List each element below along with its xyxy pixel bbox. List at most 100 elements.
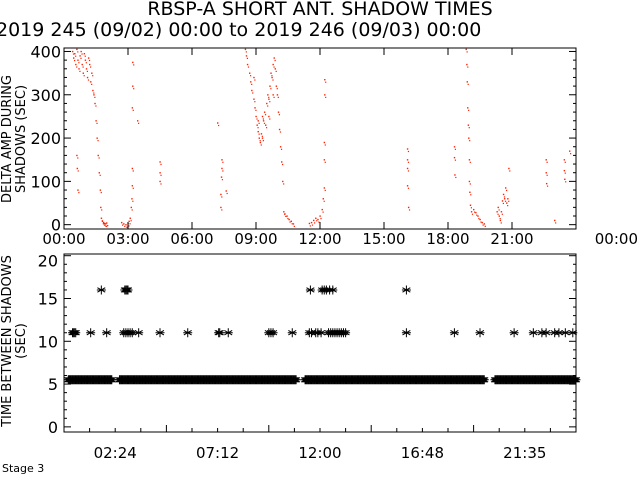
data-point	[246, 63, 249, 66]
data-point	[222, 170, 224, 172]
data-point	[406, 159, 409, 161]
asterisk-marker	[96, 285, 106, 295]
data-point	[474, 211, 476, 213]
data-point	[88, 59, 91, 62]
data-point	[257, 130, 259, 133]
x-tick-label: 12:00	[298, 444, 341, 462]
data-point	[293, 225, 295, 228]
data-point	[317, 218, 319, 221]
asterisk-marker	[134, 328, 144, 338]
data-point	[322, 198, 324, 200]
data-point	[500, 211, 503, 213]
data-point	[323, 141, 326, 144]
y-tick-label: 5	[48, 375, 58, 394]
y-tick-label: 400	[30, 42, 61, 61]
data-point	[407, 187, 410, 189]
data-point	[268, 98, 270, 100]
data-point	[288, 218, 290, 221]
asterisk-marker	[560, 328, 570, 338]
data-point	[477, 215, 479, 217]
data-point	[221, 167, 223, 170]
data-point	[106, 225, 108, 228]
data-point	[253, 76, 255, 79]
data-point	[77, 59, 79, 61]
data-point	[160, 183, 162, 185]
data-point	[498, 209, 500, 211]
plot-frame	[63, 253, 577, 433]
data-point	[468, 180, 471, 183]
data-point	[466, 81, 468, 83]
y-tick-label: 100	[30, 172, 61, 191]
data-point	[563, 169, 566, 172]
data-point	[100, 192, 102, 194]
data-point	[247, 66, 250, 68]
data-point	[476, 214, 478, 216]
asterisk-marker	[102, 328, 112, 338]
data-point	[290, 220, 292, 223]
data-point	[101, 209, 103, 211]
data-point	[262, 120, 265, 122]
data-point	[260, 133, 263, 135]
data-point	[261, 137, 264, 139]
data-point	[245, 51, 247, 53]
data-point	[276, 94, 279, 96]
data-point	[81, 63, 83, 66]
data-point	[77, 189, 79, 191]
data-point	[99, 174, 101, 176]
data-point	[283, 211, 285, 213]
data-point	[316, 220, 318, 222]
data-point	[257, 127, 259, 129]
asterisk-marker	[86, 328, 96, 338]
data-point	[130, 220, 132, 222]
data-point	[101, 220, 104, 223]
data-point	[76, 167, 79, 170]
data-point	[97, 140, 99, 142]
data-point	[324, 79, 326, 81]
data-point	[503, 198, 506, 200]
data-point	[78, 68, 80, 70]
data-point	[74, 53, 76, 55]
data-point	[221, 196, 223, 198]
data-point	[292, 223, 295, 225]
asterisk-marker	[541, 328, 551, 338]
x-tick-label: 03:00	[106, 230, 149, 248]
data-point	[80, 57, 82, 59]
data-point	[263, 111, 266, 113]
data-point	[122, 224, 124, 226]
data-point	[275, 70, 277, 72]
data-point	[555, 222, 557, 224]
data-point	[159, 180, 161, 183]
data-point	[261, 115, 264, 118]
data-point	[90, 81, 92, 83]
data-point	[256, 124, 258, 126]
data-point	[475, 211, 477, 214]
data-point	[220, 193, 222, 196]
data-point	[470, 211, 473, 213]
data-point	[137, 120, 139, 122]
data-point	[318, 221, 320, 223]
data-point	[131, 167, 134, 170]
data-point	[324, 94, 326, 96]
data-point	[545, 159, 547, 161]
data-point	[323, 200, 325, 202]
data-point	[271, 75, 273, 77]
data-point	[263, 122, 266, 124]
asterisk-marker	[479, 375, 489, 385]
data-point	[221, 209, 223, 211]
data-point	[160, 163, 162, 166]
plot-frame	[63, 47, 577, 230]
data-point	[291, 223, 293, 225]
data-point	[407, 150, 410, 153]
y-tick-label: 15	[38, 290, 58, 309]
data-point	[131, 185, 134, 187]
data-point	[268, 115, 270, 118]
data-point	[455, 176, 457, 179]
data-point	[256, 118, 258, 120]
asterisk-marker	[291, 375, 301, 385]
data-point	[257, 120, 259, 122]
data-point	[505, 187, 507, 189]
asterisk-marker	[449, 328, 459, 338]
data-point	[500, 222, 502, 224]
x-tick-label: 07:12	[196, 444, 239, 462]
data-point	[78, 62, 80, 64]
